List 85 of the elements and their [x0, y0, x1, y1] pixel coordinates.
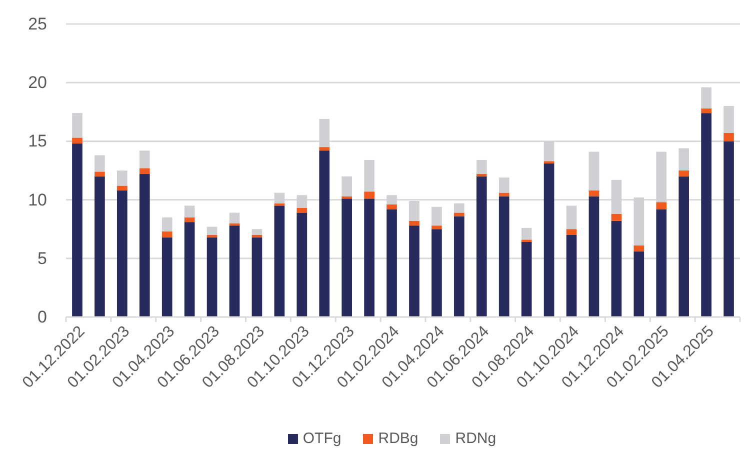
bar — [634, 251, 644, 317]
bar — [72, 138, 82, 144]
legend-label: RDBg — [378, 430, 418, 447]
bar — [544, 163, 554, 317]
bar — [162, 231, 172, 238]
bar — [454, 216, 464, 317]
bar — [252, 229, 262, 235]
bar — [656, 209, 667, 317]
bar — [611, 220, 622, 317]
bar — [206, 234, 218, 238]
bar — [184, 217, 195, 222]
bar — [252, 237, 262, 317]
bar — [342, 176, 352, 196]
y-tick-label: 25 — [28, 14, 47, 34]
bar — [364, 192, 374, 199]
bar — [701, 113, 712, 317]
bar — [296, 208, 308, 213]
bar — [656, 202, 667, 210]
bar — [386, 204, 397, 210]
bar — [184, 222, 195, 317]
bar — [521, 242, 532, 317]
bar — [72, 144, 82, 317]
bar — [94, 172, 105, 176]
bar — [409, 226, 420, 317]
legend-label: RDNg — [455, 430, 496, 447]
bar — [117, 170, 128, 186]
bar — [342, 198, 352, 317]
bar — [724, 132, 734, 142]
bar — [432, 226, 442, 230]
bar — [701, 108, 712, 114]
bar — [454, 203, 464, 213]
bar — [588, 196, 600, 317]
bar — [724, 141, 734, 317]
bar — [476, 160, 487, 174]
bar — [454, 212, 464, 216]
bar — [364, 198, 374, 317]
bar — [386, 209, 397, 317]
bar — [139, 174, 150, 317]
y-tick-label: 5 — [38, 248, 47, 268]
bar — [498, 178, 510, 193]
y-tick-label: 0 — [38, 308, 47, 326]
bar — [498, 192, 510, 196]
bar — [252, 234, 262, 238]
legend-label: OTFg — [302, 430, 342, 447]
bar — [678, 148, 689, 170]
bar — [566, 229, 577, 235]
bar — [319, 150, 330, 317]
bar — [139, 150, 150, 168]
y-tick-label: 20 — [28, 73, 47, 92]
bar — [229, 226, 240, 317]
bar — [364, 160, 374, 192]
bar — [678, 176, 689, 317]
bar — [432, 229, 442, 317]
bar — [588, 190, 600, 196]
bar — [206, 226, 218, 235]
bar — [229, 212, 240, 224]
bar — [432, 206, 442, 226]
y-tick-label: 10 — [28, 190, 47, 210]
bar — [678, 170, 689, 176]
bar — [117, 190, 128, 317]
bar — [611, 214, 622, 221]
bar — [72, 113, 82, 138]
bar — [498, 196, 510, 317]
bar — [274, 206, 285, 317]
bar — [229, 223, 240, 226]
bar — [724, 106, 734, 133]
bar — [206, 237, 218, 317]
bar — [566, 234, 577, 317]
bar — [296, 212, 308, 317]
y-tick-label: 15 — [28, 132, 47, 151]
bar — [94, 176, 105, 317]
bar — [184, 206, 195, 218]
bar — [319, 147, 330, 151]
bar — [634, 246, 644, 252]
bar — [139, 168, 150, 174]
bar — [162, 237, 172, 317]
bar — [117, 186, 128, 190]
bar — [701, 87, 712, 108]
bar — [476, 176, 487, 317]
bar — [94, 155, 105, 172]
bar — [566, 206, 577, 230]
bar — [409, 220, 420, 226]
bar — [588, 152, 600, 190]
bar — [521, 228, 532, 240]
bar — [162, 217, 172, 232]
